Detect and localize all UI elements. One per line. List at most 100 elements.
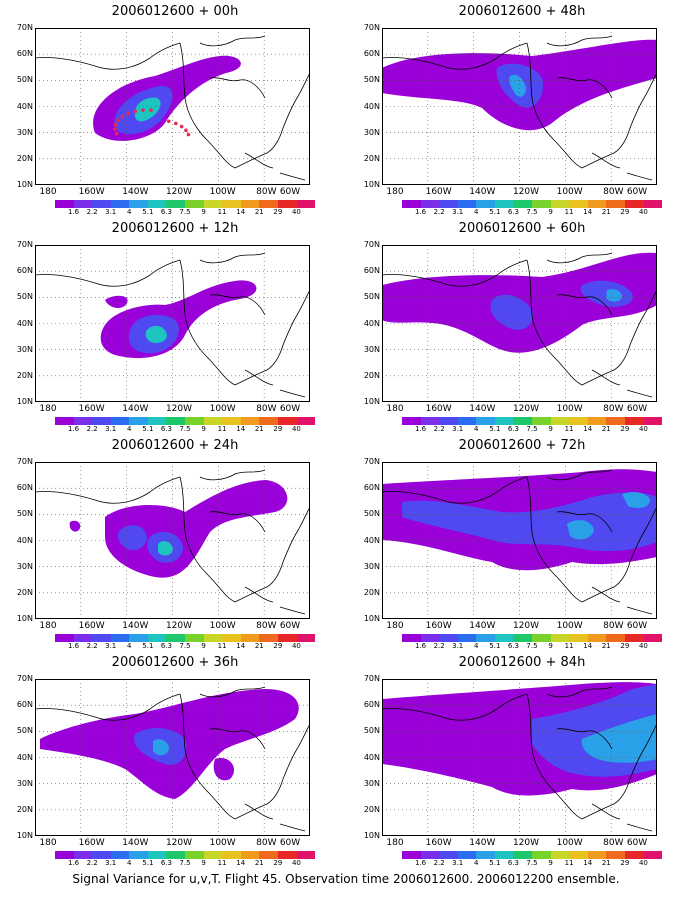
colorbar-label: 11 — [564, 425, 574, 433]
lon-label: 160W — [425, 187, 452, 197]
coastline — [179, 476, 236, 603]
lat-label: 50N — [16, 75, 33, 85]
colorbar — [402, 851, 663, 859]
colorbar-label: 29 — [620, 208, 630, 216]
coastline — [526, 42, 583, 169]
colorbar-label: 11 — [564, 642, 574, 650]
colorbar-label: 7.5 — [526, 208, 538, 216]
colorbar-swatch — [55, 851, 74, 859]
colorbar-swatch — [476, 417, 495, 425]
map-panel: 2006012600 + 12h 70N 60N 50N 40N 30N 20N 10N 180… — [5, 217, 345, 433]
colorbar-label: 4 — [474, 642, 479, 650]
colorbar-swatch — [587, 200, 607, 208]
coastline — [382, 42, 528, 70]
colorbar-swatch — [532, 417, 551, 425]
lat-label: 70N — [363, 240, 380, 249]
colorbar-label: 5.1 — [489, 859, 501, 867]
colorbar-label: 4 — [474, 859, 479, 867]
lat-label: 20N — [16, 153, 33, 163]
colorbar-label: 29 — [620, 642, 630, 650]
colorbar-label: 5.1 — [142, 208, 154, 216]
map-panel: 2006012600 + 24h 70N 60N 50N 40N 30N 20N 10N 180… — [5, 434, 345, 650]
colorbar-label: 2.2 — [86, 859, 98, 867]
map-panel: 2006012600 + 84h 70N 60N 50N 40N 30N 20N 10N 180… — [352, 651, 692, 867]
lat-label: 60N — [363, 49, 380, 59]
colorbar-swatch — [277, 417, 297, 425]
colorbar-label: 40 — [291, 208, 301, 216]
lat-label: 40N — [16, 101, 33, 111]
lon-label: 80W — [256, 838, 277, 848]
lat-label: 40N — [363, 101, 380, 111]
colorbar-swatch — [624, 417, 644, 425]
lon-label: 140W — [122, 838, 149, 848]
colorbar-label: 7.5 — [179, 859, 191, 867]
lon-label: 180 — [386, 838, 404, 848]
variance-contour — [402, 492, 657, 552]
observation-point — [120, 114, 125, 119]
lon-label: 180 — [386, 404, 404, 414]
lon-label: 180 — [386, 621, 404, 631]
colorbar-swatch — [494, 634, 514, 642]
colorbar-swatch — [92, 200, 111, 208]
lat-label: 10N — [363, 831, 380, 840]
colorbar-label: 5.1 — [489, 208, 501, 216]
lat-label: 40N — [16, 318, 33, 328]
variance-contour — [490, 280, 633, 330]
colorbar-swatch — [203, 851, 223, 859]
colorbar-label: 2.2 — [86, 208, 98, 216]
colorbar-label: 11 — [217, 425, 227, 433]
colorbar-label: 21 — [601, 425, 611, 433]
coastline — [382, 693, 528, 721]
coastline — [546, 35, 613, 47]
colorbar-swatch — [439, 417, 458, 425]
panel-title: 2006012600 + 48h — [458, 4, 586, 19]
coastline — [591, 586, 653, 615]
colorbar-swatch — [147, 634, 167, 642]
lon-label: 140W — [469, 404, 496, 414]
colorbar-swatch — [550, 200, 570, 208]
observation-point — [174, 121, 178, 126]
colorbar-swatch — [277, 851, 297, 859]
lat-label: 20N — [363, 587, 380, 597]
map-frame — [382, 28, 657, 185]
lat-label: 20N — [363, 153, 380, 163]
colorbar-swatch — [296, 417, 316, 425]
colorbar-swatch — [439, 634, 458, 642]
colorbar-swatch — [420, 417, 440, 425]
lat-label: 70N — [16, 457, 33, 466]
colorbar-swatch — [513, 851, 533, 859]
colorbar — [55, 851, 316, 859]
map-panel: 2006012600 + 48h 70N 60N 50N 40N 30N 20N 10N 180… — [352, 0, 692, 216]
colorbar-swatch — [457, 851, 477, 859]
variance-contour — [567, 492, 650, 540]
coastline — [209, 294, 266, 316]
lat-label: 40N — [16, 752, 33, 762]
map-area — [35, 28, 310, 185]
colorbar-swatch — [222, 200, 241, 208]
map-frame — [35, 679, 310, 836]
colorbar-swatch — [129, 634, 148, 642]
colorbar-label: 2.2 — [433, 208, 445, 216]
colorbar-label: 9 — [201, 425, 206, 433]
coastline — [526, 259, 583, 386]
panel-title: 2006012600 + 84h — [458, 655, 586, 670]
colorbar-swatch — [476, 634, 495, 642]
colorbar-label: 2.2 — [433, 642, 445, 650]
lon-label: 180 — [39, 838, 57, 848]
panel-title: 2006012600 + 36h — [111, 655, 239, 670]
colorbar-label: 3.1 — [452, 642, 464, 650]
colorbar-swatch — [643, 417, 663, 425]
observation-point — [184, 128, 188, 133]
colorbar-swatch — [606, 200, 625, 208]
coastline — [244, 586, 306, 615]
colorbar-label: 29 — [273, 208, 283, 216]
colorbar-label: 2.2 — [433, 425, 445, 433]
colorbar-swatch — [439, 851, 458, 859]
panel-title: 2006012600 + 00h — [111, 4, 239, 19]
colorbar-swatch — [110, 417, 130, 425]
colorbar-swatch — [185, 851, 204, 859]
lat-label: 30N — [16, 778, 33, 788]
lon-label: 120W — [165, 838, 193, 848]
coastline — [234, 723, 310, 820]
colorbar-label: 14 — [236, 425, 246, 433]
